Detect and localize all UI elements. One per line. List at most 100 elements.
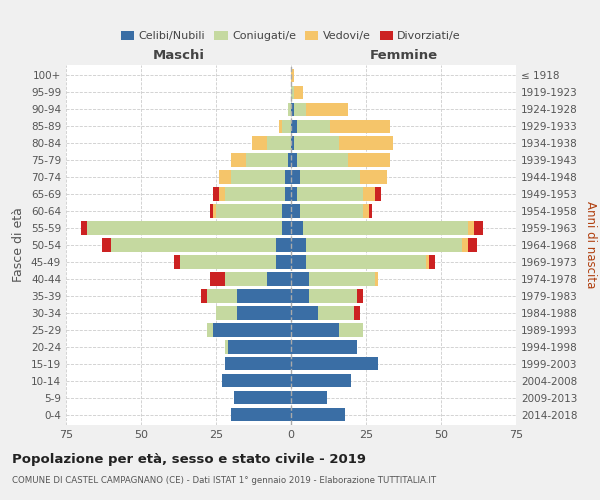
Bar bbox=[282, 222, 291, 234]
Bar bbox=[297, 154, 348, 166]
Bar bbox=[429, 256, 435, 268]
Bar bbox=[288, 154, 291, 166]
Bar bbox=[237, 306, 291, 320]
Bar bbox=[210, 204, 213, 218]
Bar bbox=[468, 238, 477, 252]
Bar bbox=[216, 306, 237, 320]
Text: Femmine: Femmine bbox=[370, 48, 437, 62]
Bar bbox=[237, 290, 291, 302]
Bar bbox=[282, 204, 291, 218]
Bar bbox=[219, 188, 225, 200]
Text: Popolazione per età, sesso e stato civile - 2019: Popolazione per età, sesso e stato civil… bbox=[12, 452, 366, 466]
Bar bbox=[225, 188, 285, 200]
Bar bbox=[291, 357, 378, 370]
Bar bbox=[207, 290, 237, 302]
Bar bbox=[267, 136, 291, 149]
Bar bbox=[339, 136, 393, 149]
Bar bbox=[303, 222, 468, 234]
Bar bbox=[291, 374, 351, 388]
Text: COMUNE DI CASTEL CAMPAGNANO (CE) - Dati ISTAT 1° gennaio 2019 - Elaborazione TUT: COMUNE DI CASTEL CAMPAGNANO (CE) - Dati … bbox=[12, 476, 436, 485]
Bar bbox=[207, 324, 213, 336]
Bar bbox=[231, 408, 291, 422]
Bar bbox=[291, 408, 345, 422]
Bar bbox=[231, 154, 246, 166]
Bar bbox=[279, 120, 282, 133]
Bar bbox=[180, 256, 276, 268]
Bar bbox=[474, 222, 483, 234]
Bar bbox=[174, 256, 180, 268]
Bar bbox=[426, 256, 429, 268]
Bar bbox=[291, 170, 300, 183]
Bar bbox=[225, 357, 291, 370]
Bar bbox=[282, 120, 291, 133]
Bar bbox=[222, 374, 291, 388]
Bar bbox=[294, 102, 306, 116]
Bar bbox=[300, 170, 360, 183]
Bar bbox=[330, 120, 390, 133]
Bar bbox=[216, 204, 282, 218]
Bar bbox=[291, 154, 297, 166]
Bar bbox=[276, 256, 291, 268]
Bar bbox=[294, 86, 303, 99]
Bar bbox=[291, 324, 339, 336]
Bar bbox=[246, 154, 288, 166]
Bar bbox=[309, 272, 375, 285]
Bar bbox=[291, 290, 309, 302]
Bar bbox=[291, 306, 318, 320]
Bar bbox=[234, 391, 291, 404]
Bar bbox=[81, 222, 87, 234]
Bar bbox=[363, 204, 369, 218]
Bar bbox=[291, 222, 303, 234]
Bar bbox=[291, 120, 297, 133]
Bar bbox=[291, 68, 294, 82]
Bar bbox=[291, 86, 294, 99]
Bar bbox=[111, 238, 276, 252]
Bar bbox=[357, 290, 363, 302]
Bar bbox=[285, 188, 291, 200]
Bar bbox=[288, 102, 291, 116]
Bar bbox=[267, 272, 291, 285]
Bar bbox=[291, 272, 309, 285]
Y-axis label: Anni di nascita: Anni di nascita bbox=[584, 202, 597, 288]
Bar bbox=[348, 154, 390, 166]
Bar bbox=[231, 170, 285, 183]
Bar bbox=[213, 324, 291, 336]
Text: Maschi: Maschi bbox=[152, 48, 205, 62]
Bar bbox=[228, 340, 291, 353]
Bar bbox=[210, 272, 225, 285]
Bar bbox=[318, 306, 354, 320]
Bar bbox=[339, 324, 363, 336]
Bar bbox=[213, 188, 219, 200]
Bar bbox=[291, 238, 306, 252]
Bar bbox=[306, 238, 462, 252]
Bar bbox=[291, 391, 327, 404]
Bar bbox=[285, 170, 291, 183]
Bar bbox=[363, 188, 375, 200]
Bar bbox=[468, 222, 474, 234]
Bar bbox=[306, 102, 348, 116]
Bar bbox=[360, 170, 387, 183]
Bar bbox=[375, 272, 378, 285]
Bar bbox=[294, 136, 339, 149]
Bar bbox=[225, 272, 267, 285]
Bar bbox=[87, 222, 282, 234]
Legend: Celibi/Nubili, Coniugati/e, Vedovi/e, Divorziati/e: Celibi/Nubili, Coniugati/e, Vedovi/e, Di… bbox=[118, 28, 464, 44]
Bar bbox=[297, 188, 363, 200]
Bar bbox=[309, 290, 357, 302]
Bar bbox=[291, 188, 297, 200]
Y-axis label: Fasce di età: Fasce di età bbox=[13, 208, 25, 282]
Bar bbox=[291, 102, 294, 116]
Bar bbox=[219, 170, 231, 183]
Bar bbox=[369, 204, 372, 218]
Bar bbox=[291, 256, 306, 268]
Bar bbox=[306, 256, 426, 268]
Bar bbox=[297, 120, 330, 133]
Bar bbox=[291, 204, 300, 218]
Bar bbox=[291, 340, 357, 353]
Bar bbox=[213, 204, 216, 218]
Bar bbox=[276, 238, 291, 252]
Bar bbox=[354, 306, 360, 320]
Bar bbox=[102, 238, 111, 252]
Bar bbox=[201, 290, 207, 302]
Bar bbox=[252, 136, 267, 149]
